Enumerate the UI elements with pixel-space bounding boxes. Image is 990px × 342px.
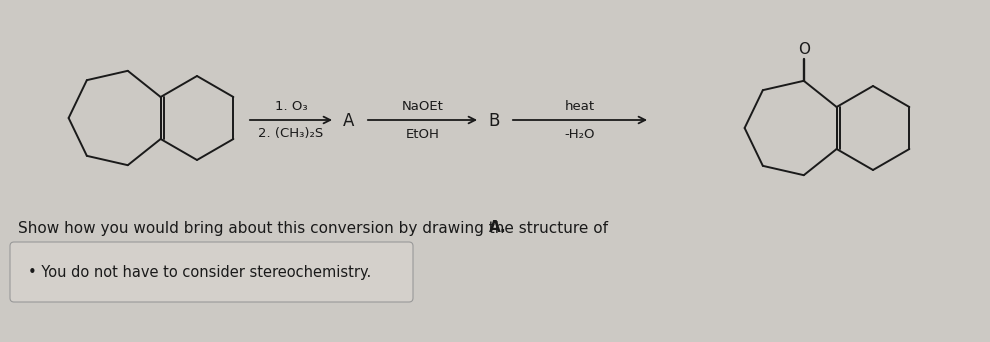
Text: -H₂O: -H₂O (564, 128, 595, 141)
Text: A: A (344, 112, 354, 130)
Text: EtOH: EtOH (406, 128, 440, 141)
Text: 2. (CH₃)₂S: 2. (CH₃)₂S (258, 128, 324, 141)
Text: A.: A. (489, 221, 507, 236)
Text: B: B (488, 112, 500, 130)
Text: NaOEt: NaOEt (402, 101, 444, 114)
Text: • You do not have to consider stereochemistry.: • You do not have to consider stereochem… (28, 264, 371, 279)
Text: O: O (798, 42, 810, 57)
Text: heat: heat (565, 101, 595, 114)
Text: 1. O₃: 1. O₃ (274, 101, 307, 114)
Text: Show how you would bring about this conversion by drawing the structure of: Show how you would bring about this conv… (18, 221, 613, 236)
FancyBboxPatch shape (10, 242, 413, 302)
